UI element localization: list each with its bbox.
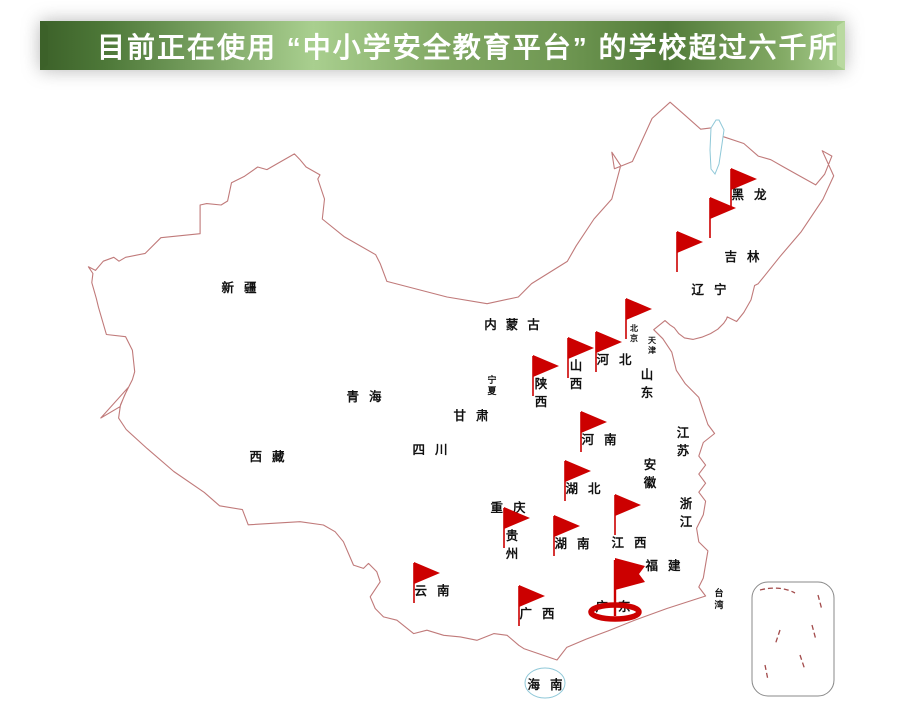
svg-text:天津: 天津 [648,336,657,355]
svg-text:内蒙古: 内蒙古 [484,317,540,332]
svg-text:台湾: 台湾 [714,587,723,610]
